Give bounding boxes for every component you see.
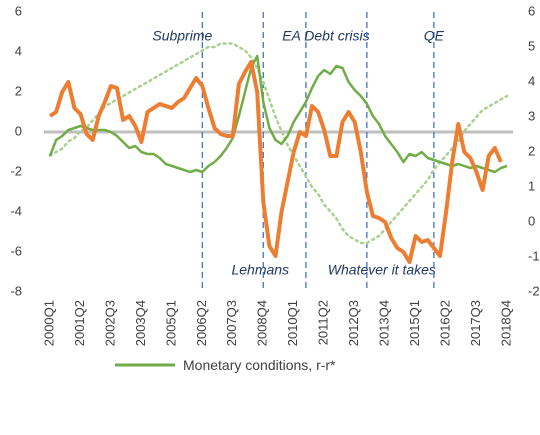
y-tick-label: 0 xyxy=(15,123,22,138)
x-tick-label: 2007Q3 xyxy=(224,300,239,346)
x-tick-label: 2005Q1 xyxy=(163,300,178,346)
y2-tick-label: 3 xyxy=(528,108,535,123)
y2-tick-label: 5 xyxy=(528,38,535,53)
x-tick-label: 2001Q2 xyxy=(72,300,87,346)
y-tick-label: -4 xyxy=(10,203,22,218)
y2-tick-label: -2 xyxy=(528,283,540,298)
x-tick-label: 2000Q1 xyxy=(41,300,56,346)
y2-tick-label: 1 xyxy=(528,178,535,193)
event-label: Lehmans xyxy=(231,262,289,278)
legend-label: Monetary conditions, r-r* xyxy=(183,357,336,373)
x-tick-label: 2012Q3 xyxy=(346,300,361,346)
series-line xyxy=(48,60,503,264)
y-tick-label: -6 xyxy=(10,243,22,258)
y2-tick-label: 0 xyxy=(528,213,535,228)
x-tick-label: 2010Q1 xyxy=(285,300,300,346)
x-tick-label: 2003Q4 xyxy=(133,300,148,346)
x-tick-label: 2018Q4 xyxy=(498,300,513,346)
x-tick-label: 2002Q3 xyxy=(102,300,117,346)
y-tick-label: 2 xyxy=(15,83,22,98)
y-tick-label: -2 xyxy=(10,163,22,178)
event-label: Subprime xyxy=(152,28,212,44)
event-label: EA Debt crisis xyxy=(282,28,369,44)
series-line xyxy=(48,54,508,174)
x-tick-label: 2013Q4 xyxy=(377,300,392,346)
y2-tick-label: -1 xyxy=(528,248,540,263)
y2-tick-label: 6 xyxy=(528,3,535,18)
series-line xyxy=(48,42,509,245)
y2-tick-label: 4 xyxy=(528,73,535,88)
y-tick-label: 6 xyxy=(15,3,22,18)
x-tick-label: 2016Q2 xyxy=(438,300,453,346)
x-tick-label: 2015Q1 xyxy=(407,300,422,346)
y-tick-label: -8 xyxy=(10,283,22,298)
x-tick-label: 2011Q2 xyxy=(316,300,331,345)
x-tick-label: 2006Q2 xyxy=(194,300,209,346)
event-label: QE xyxy=(424,28,445,44)
event-label: Whatever it takes xyxy=(328,262,436,278)
x-tick-label: 2017Q3 xyxy=(468,300,483,346)
y-tick-label: 4 xyxy=(15,43,22,58)
x-tick-label: 2008Q4 xyxy=(255,300,270,346)
y2-tick-label: 2 xyxy=(528,143,535,158)
